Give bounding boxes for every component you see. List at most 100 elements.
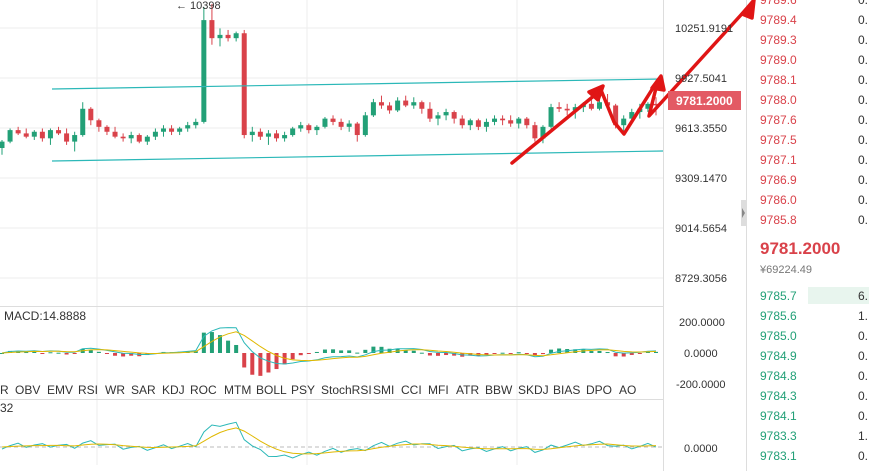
macd-dea-line	[1, 331, 657, 362]
indicator-tab-bar[interactable]: R OBV EMV RSI WR SAR KDJ ROC MTM BOLL PS…	[0, 383, 636, 397]
tab-boll[interactable]: BOLL	[256, 383, 287, 397]
arrow-head-upper	[740, 0, 756, 20]
candle	[322, 116, 328, 129]
tab-mfi[interactable]: MFI	[428, 383, 449, 397]
ask-amount: 0.	[858, 13, 868, 27]
tab-bbw[interactable]: BBW	[485, 383, 513, 397]
order-book-last-price-cny: ¥69224.49	[759, 264, 812, 276]
tab-rsi[interactable]: RSI	[78, 383, 98, 397]
bid-row[interactable]: 9783.3 1.	[760, 429, 868, 443]
bid-row[interactable]: 9785.7 6.	[760, 289, 868, 303]
candle-body	[120, 136, 126, 139]
bid-row[interactable]: 9785.0 0.	[760, 329, 868, 343]
tab-smi[interactable]: SMI	[373, 383, 394, 397]
tab-ao[interactable]: AO	[619, 383, 636, 397]
candle	[112, 126, 118, 139]
tab-atr[interactable]: ATR	[456, 383, 479, 397]
ask-row[interactable]: 9787.1 0.	[760, 153, 868, 167]
candle-body	[443, 112, 449, 116]
candle-body	[548, 107, 554, 127]
macd-bar	[452, 353, 457, 356]
bid-row[interactable]: 9783.1 0.	[760, 449, 868, 463]
ask-row[interactable]: 9788.0 0.	[760, 93, 868, 107]
bid-row[interactable]: 9784.9 0.	[760, 349, 868, 363]
tab-bias[interactable]: BIAS	[553, 383, 580, 397]
ask-row[interactable]: 9786.9 0.	[760, 173, 868, 187]
ask-price: 9785.8	[760, 213, 797, 227]
candle-body	[144, 136, 150, 142]
candle	[564, 103, 570, 116]
bid-price: 9784.3	[760, 389, 797, 403]
macd-bar	[605, 352, 610, 354]
ask-row[interactable]: 9787.6 0.	[760, 113, 868, 127]
candle	[395, 97, 401, 113]
candle	[290, 126, 296, 137]
bid-row[interactable]: 9784.8 0.	[760, 369, 868, 383]
candle-body	[354, 123, 360, 136]
ask-price: 9789.4	[760, 13, 797, 27]
tab-r[interactable]: R	[0, 383, 9, 397]
macd-bar	[549, 349, 554, 353]
macd-tick: 200.0000	[679, 317, 725, 329]
candle-body	[290, 128, 296, 136]
price-tick: 8729.3056	[675, 273, 727, 285]
tab-skdj[interactable]: SKDJ	[518, 383, 549, 397]
ask-row[interactable]: 9789.0 0.	[760, 53, 868, 67]
macd-bar	[516, 352, 521, 354]
ask-price: 9788.1	[760, 73, 797, 87]
tab-emv[interactable]: EMV	[47, 383, 73, 397]
ask-price: 9788.0	[760, 93, 797, 107]
candle-body	[338, 121, 344, 127]
tab-sar[interactable]: SAR	[131, 383, 156, 397]
candle-body	[152, 131, 158, 137]
ask-row[interactable]: 9788.1 0.	[760, 73, 868, 87]
tab-obv[interactable]: OBV	[15, 383, 40, 397]
tab-roc[interactable]: ROC	[190, 383, 217, 397]
candle	[31, 130, 37, 140]
candle-body	[629, 112, 635, 119]
ask-row[interactable]: 9787.5 0.	[760, 133, 868, 147]
tab-dpo[interactable]: DPO	[586, 383, 612, 397]
candlestick-series	[0, 4, 659, 155]
candle	[72, 131, 78, 152]
macd-bar	[532, 353, 537, 356]
macd-bar	[88, 349, 93, 353]
candle	[419, 100, 425, 114]
macd-bar	[56, 352, 61, 354]
price-tick: 9613.3550	[675, 123, 727, 135]
tab-psy[interactable]: PSY	[291, 383, 315, 397]
candle	[403, 95, 409, 108]
candle	[492, 115, 498, 126]
bid-price: 9783.3	[760, 429, 797, 443]
bid-row[interactable]: 9784.1 0.	[760, 409, 868, 423]
tab-kdj[interactable]: KDJ	[162, 383, 185, 397]
ask-row[interactable]: 9789.4 0.	[760, 13, 868, 27]
ask-row[interactable]: 9789.6 0.	[760, 0, 868, 7]
ask-price: 9787.6	[760, 113, 797, 127]
bid-row[interactable]: 9785.6 1.	[760, 309, 868, 323]
macd-dif-line	[1, 327, 657, 365]
tab-mtm[interactable]: MTM	[224, 383, 251, 397]
candle	[435, 112, 441, 126]
ask-row[interactable]: 9789.3 0.	[760, 33, 868, 47]
candle	[282, 131, 288, 142]
candle-body	[88, 108, 94, 121]
candle	[225, 29, 231, 42]
candle	[387, 102, 393, 114]
candle-body	[298, 125, 304, 129]
bid-row[interactable]: 9784.3 0.	[760, 389, 868, 403]
macd-bar	[363, 349, 368, 353]
ask-row[interactable]: 9786.0 0.	[760, 193, 868, 207]
candle-body	[169, 128, 175, 132]
candle	[427, 102, 433, 122]
bid-price: 9783.1	[760, 449, 797, 463]
tab-stochrsi[interactable]: StochRSI	[321, 383, 372, 397]
candle-body	[160, 128, 166, 132]
tab-cci[interactable]: CCI	[401, 383, 422, 397]
macd-bar	[654, 351, 658, 353]
candle	[0, 139, 5, 155]
tab-wr[interactable]: WR	[105, 383, 125, 397]
ask-amount: 0.	[858, 153, 868, 167]
ask-row[interactable]: 9785.8 0.	[760, 213, 868, 227]
